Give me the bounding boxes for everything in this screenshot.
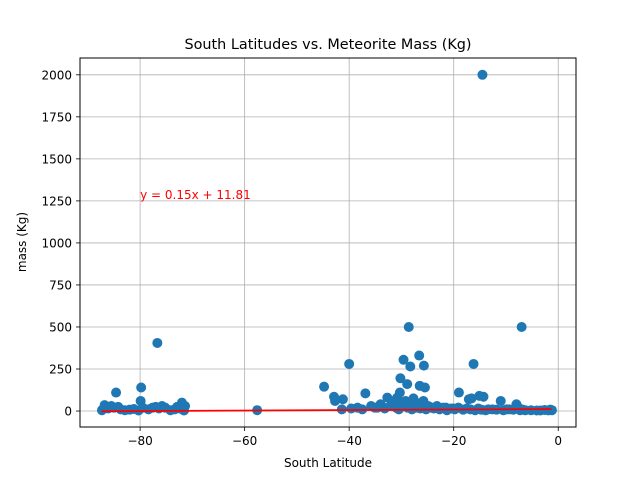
data-point [466,393,477,404]
x-tick-label: −20 [441,434,466,448]
data-point [453,387,464,398]
data-point [403,321,414,332]
y-tick-label: 750 [49,278,72,292]
data-point [468,358,479,369]
x-tick-label: −40 [337,434,362,448]
x-axis-ticks: −80 −60 −40 −20 0 [127,427,562,448]
y-tick-label: 1250 [41,194,72,208]
data-point [330,395,341,406]
data-point [152,337,163,348]
data-point [395,373,406,384]
data-point [414,350,425,361]
chart-title: South Latitudes vs. Meteorite Mass (Kg) [184,37,471,53]
y-tick-label: 1500 [41,152,72,166]
data-point [360,388,371,399]
x-tick-label: −60 [232,434,257,448]
data-point [344,358,355,369]
y-tick-label: 250 [49,363,72,377]
grid [80,58,576,427]
data-point [136,382,147,393]
data-point [405,361,416,372]
regression-line-group [101,408,552,413]
data-point [402,379,413,390]
data-point [478,391,489,402]
data-point [419,382,430,393]
data-point [418,360,429,371]
data-point [520,405,531,416]
x-tick-label: 0 [554,434,562,448]
data-point [516,321,527,332]
y-tick-label: 1000 [41,236,72,250]
y-axis-label: mass (Kg) [15,212,29,272]
data-point [111,387,122,398]
y-axis-ticks: 0 250 500 750 1000 1250 1500 1750 2000 [41,68,80,419]
data-point [495,395,506,406]
y-tick-label: 0 [64,405,72,419]
data-point [398,354,409,365]
regression-line [101,408,552,413]
y-tick-label: 1750 [41,110,72,124]
x-axis-label: South Latitude [284,456,372,470]
data-point [477,69,488,80]
x-tick-label: −80 [127,434,152,448]
data-point [337,394,348,405]
data-point [319,381,330,392]
axes-frame [79,57,577,428]
data-point [531,405,542,416]
y-tick-label: 2000 [41,68,72,82]
regression-equation: y = 0.15x + 11.81 [140,188,251,202]
y-tick-label: 500 [49,320,72,334]
data-point [546,405,557,416]
